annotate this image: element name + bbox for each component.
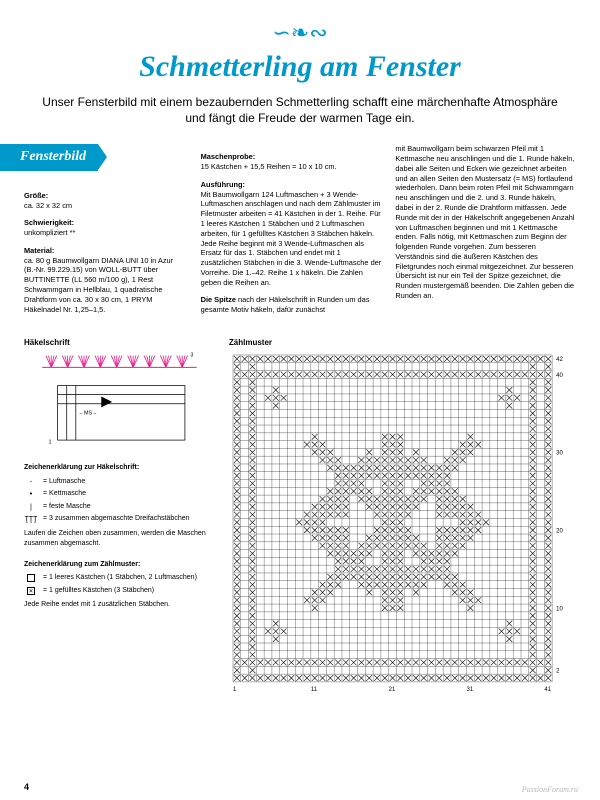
groesse-label: Größe: xyxy=(24,191,187,201)
legend2-filled: × = 1 gefülltes Kästchen (3 Stäbchen) xyxy=(24,586,215,597)
column-2: Maschenprobe: 15 Kästchen + 15,5 Reihen … xyxy=(201,144,382,322)
page-number: 4 xyxy=(24,782,29,792)
svg-text:←MS→: ←MS→ xyxy=(79,411,98,417)
svg-text:41: 41 xyxy=(544,687,551,693)
svg-text:42: 42 xyxy=(556,357,563,363)
ausfuehrung-label: Ausführung: xyxy=(201,180,382,190)
legend1-title: Zeichenerklärung zur Häkelschrift: xyxy=(24,463,215,474)
column-1: Fensterbild Größe: ca. 32 x 32 cm Schwie… xyxy=(24,144,187,322)
column-3: mit Baumwollgarn beim schwarzen Pfeil mi… xyxy=(395,144,576,322)
haekelschrift-diagram: 3 1 ←MS→ xyxy=(24,351,215,451)
svg-text:40: 40 xyxy=(556,373,563,379)
subtitle: Unser Fensterbild mit einem bezaubernden… xyxy=(24,94,576,126)
page-title: Schmetterling am Fenster xyxy=(24,50,576,84)
maschenprobe-label: Maschenprobe: xyxy=(201,152,382,162)
watermark: PassionForum.ru xyxy=(522,785,578,794)
legend2-empty: = 1 leeres Kästchen (1 Stäbchen, 2 Luftm… xyxy=(24,573,215,584)
haekelschrift-title: Häkelschrift xyxy=(24,338,215,347)
svg-text:31: 31 xyxy=(466,687,473,693)
legend-zaehlmuster: Zeichenerklärung zum Zählmuster: = 1 lee… xyxy=(24,560,215,611)
material-label: Material: xyxy=(24,246,187,256)
svg-text:1: 1 xyxy=(49,440,52,446)
groesse-value: ca. 32 x 32 cm xyxy=(24,201,187,211)
schwierigkeit-label: Schwierigkeit: xyxy=(24,218,187,228)
svg-text:21: 21 xyxy=(389,687,396,693)
legend1-note: Laufen die Zeichen oben zusammen, werden… xyxy=(24,529,215,550)
legend2-note: Jede Reihe endet mit 1 zusätzlichen Stäb… xyxy=(24,600,215,611)
svg-text:20: 20 xyxy=(556,529,563,535)
section-tab: Fensterbild xyxy=(0,144,98,170)
zaehlmuster-panel: Zählmuster 21020304042111213141 xyxy=(229,338,576,696)
schwierigkeit-value: unkompliziert ** xyxy=(24,228,187,238)
svg-text:1: 1 xyxy=(233,687,237,693)
svg-text:3: 3 xyxy=(190,353,193,359)
spitze-text: Die Spitze nach der Häkelschrift in Rund… xyxy=(201,295,382,315)
col3-text: mit Baumwollgarn beim schwarzen Pfeil mi… xyxy=(395,144,576,300)
material-value: ca. 80 g Baumwollgarn DIANA UNI 10 in Az… xyxy=(24,256,187,315)
svg-text:11: 11 xyxy=(311,687,318,693)
svg-text:2: 2 xyxy=(556,669,560,675)
maschenprobe-value: 15 Kästchen + 15,5 Reihen = 10 x 10 cm. xyxy=(201,162,382,172)
svg-text:10: 10 xyxy=(556,607,563,613)
zaehlmuster-title: Zählmuster xyxy=(229,338,576,347)
ornament: ∽❧∾ xyxy=(24,20,576,46)
legend1-item: •= Kettmasche xyxy=(24,489,215,500)
text-columns: Fensterbild Größe: ca. 32 x 32 cm Schwie… xyxy=(24,144,576,322)
legend1-item: ṰṰṰ= 3 zusammen abgemaschte Dreifachstäb… xyxy=(24,514,215,525)
legend-haekelschrift: Zeichenerklärung zur Häkelschrift: ·= Lu… xyxy=(24,463,215,550)
legend1-item: |= feste Masche xyxy=(24,502,215,513)
legend2-title: Zeichenerklärung zum Zählmuster: xyxy=(24,560,215,571)
haekelschrift-panel: Häkelschrift 3 1 ←MS→ Zeichenerklärung z… xyxy=(24,338,215,696)
svg-text:30: 30 xyxy=(556,451,563,457)
zaehlmuster-grid: 21020304042111213141 xyxy=(229,351,576,694)
ausfuehrung-value: Mit Baumwollgarn 124 Luftmaschen + 3 Wen… xyxy=(201,190,382,288)
legend1-item: ·= Luftmasche xyxy=(24,477,215,488)
charts-row: Häkelschrift 3 1 ←MS→ Zeichenerklärung z… xyxy=(24,338,576,696)
